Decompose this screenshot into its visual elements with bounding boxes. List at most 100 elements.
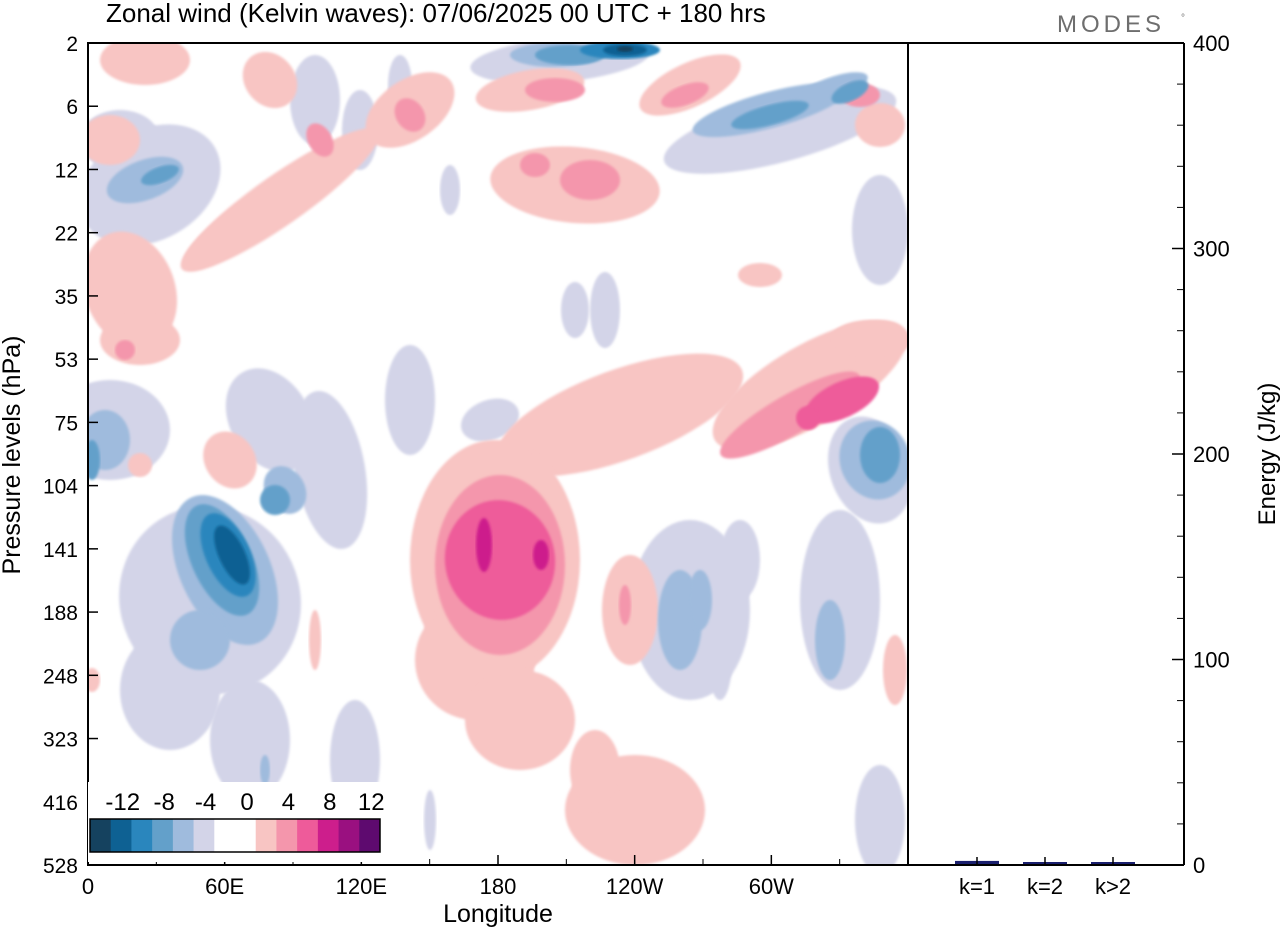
positive-wind-region (533, 540, 549, 570)
y-tick-label: 141 (43, 539, 78, 562)
colorbar-label: -4 (195, 789, 216, 816)
positive-wind-region (560, 160, 620, 200)
negative-wind-region (170, 610, 230, 670)
brand-name: MODES (1057, 11, 1165, 38)
negative-wind-region (590, 272, 620, 348)
energy-tick-label: 300 (1193, 237, 1230, 262)
negative-wind-region (688, 570, 712, 630)
positive-wind-region (88, 115, 140, 165)
negative-wind-region (617, 46, 633, 52)
colorbar-swatches (90, 819, 381, 852)
colorbar-swatch (90, 819, 112, 852)
y-axis-label: Pressure levels (hPa) (0, 336, 26, 575)
positive-wind-region (796, 406, 820, 430)
positive-wind-region (830, 320, 908, 360)
negative-wind-region (860, 427, 900, 483)
energy-x-ticks: k=1 k=2 k>2 (959, 857, 1131, 899)
negative-wind-region (852, 175, 908, 285)
positive-wind-region (242, 51, 298, 109)
colorbar-swatch (152, 819, 174, 852)
positive-wind-region (444, 500, 556, 620)
energy-tick-label: 400 (1193, 31, 1230, 56)
positive-wind-region (570, 730, 620, 810)
positive-wind-region (804, 376, 880, 424)
colorbar-label: 8 (323, 789, 336, 816)
y-tick-label: 12 (55, 159, 78, 182)
energy-tick-label: 100 (1193, 648, 1230, 673)
positive-wind-region (738, 263, 782, 287)
negative-wind-region (708, 620, 732, 700)
negative-wind-region (424, 790, 436, 850)
negative-wind-region (260, 755, 270, 785)
positive-wind-region (394, 98, 426, 132)
positive-wind-region (619, 585, 631, 625)
y-tick-label: 53 (55, 349, 78, 372)
negative-wind-region (855, 765, 905, 865)
positive-wind-region (496, 353, 744, 477)
energy-category-label: k=1 (959, 874, 995, 899)
contour-fills (88, 43, 908, 865)
colorbar-label: 12 (358, 789, 385, 816)
negative-wind-region (290, 55, 340, 145)
positive-wind-region (661, 82, 709, 108)
energy-tick-label: 0 (1193, 853, 1205, 878)
colorbar-swatch (193, 819, 215, 852)
negative-wind-region (815, 600, 845, 680)
colorbar-swatch (359, 819, 381, 852)
colorbar-swatch (338, 819, 360, 852)
colorbar-swatch (214, 819, 236, 852)
positive-wind-region (525, 78, 585, 102)
negative-wind-region (385, 345, 435, 455)
colorbar-label: 4 (282, 789, 295, 816)
energy-y-ticks: 0 100 200 300 400 (1172, 31, 1230, 878)
positive-wind-region (183, 171, 317, 269)
brand-logo: MODES ° (1057, 11, 1185, 38)
positive-wind-region (306, 123, 334, 157)
x-tick-label: 120W (606, 874, 664, 899)
colorbar-swatch (110, 819, 132, 852)
y-axis-ticks: 2 6 12 22 35 53 75 104 141 188 248 323 416 528 (43, 33, 98, 878)
colorbar: -12 -8 -4 0 4 8 12 (88, 782, 386, 862)
colorbar-swatch (131, 819, 153, 852)
colorbar-label: 0 (240, 789, 253, 816)
colorbar-swatch (255, 819, 277, 852)
x-tick-label: 180 (480, 874, 517, 899)
positive-wind-region (309, 610, 321, 670)
y-tick-label: 35 (55, 286, 78, 309)
y-tick-label: 6 (66, 96, 78, 119)
energy-category-label: k>2 (1095, 874, 1131, 899)
negative-wind-region (214, 525, 250, 585)
x-axis-label: Longitude (443, 900, 553, 928)
y-tick-label: 22 (55, 223, 78, 246)
x-tick-label: 60E (205, 874, 244, 899)
colorbar-label: -12 (105, 789, 140, 816)
positive-wind-region (855, 103, 905, 147)
negative-wind-region (561, 282, 589, 338)
y-tick-label: 528 (43, 855, 78, 878)
negative-wind-region (440, 165, 460, 215)
positive-wind-region (883, 635, 907, 705)
positive-wind-region (88, 668, 100, 692)
y-tick-label: 104 (43, 476, 78, 499)
colorbar-swatch (235, 819, 257, 852)
y-tick-label: 416 (43, 792, 78, 815)
x-tick-label: 0 (82, 874, 94, 899)
negative-wind-region (663, 86, 897, 174)
y-tick-label: 323 (43, 729, 78, 752)
negative-wind-region (292, 390, 368, 550)
colorbar-swatch (276, 819, 298, 852)
negative-wind-region (831, 80, 869, 104)
contour-plot: 0 60E 120E 180 120W 60W 2 6 12 22 35 53 75 104 141 188… (0, 33, 909, 928)
x-axis-ticks: 0 60E 120E 180 120W 60W (82, 855, 841, 899)
positive-wind-region (520, 153, 550, 177)
colorbar-frame (89, 818, 381, 853)
energy-axis-label: Energy (J/kg) (1254, 383, 1280, 526)
negative-wind-region (731, 100, 809, 130)
negative-wind-region (720, 520, 760, 600)
chart-title: Zonal wind (Kelvin waves): 07/06/2025 00… (106, 0, 766, 28)
positive-wind-region (203, 431, 257, 489)
negative-wind-region (792, 72, 868, 108)
energy-category-label: k=2 (1027, 874, 1063, 899)
colorbar-swatch (317, 819, 339, 852)
